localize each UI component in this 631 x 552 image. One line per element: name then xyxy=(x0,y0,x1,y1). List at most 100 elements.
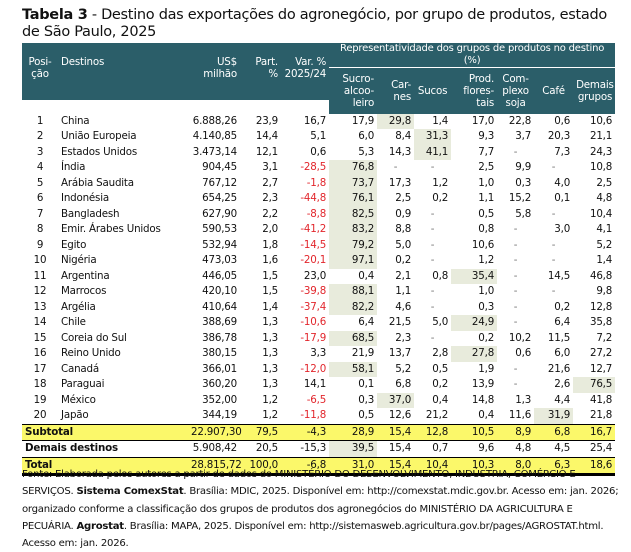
destination-cell: Coreia do Sul xyxy=(61,331,127,344)
variation-cell: -8,8 xyxy=(306,207,327,220)
usd-million-cell: 590,53 xyxy=(202,223,237,236)
variation-cell: 14,1 xyxy=(303,378,327,391)
position-cell: 20 xyxy=(33,409,47,422)
destination-cell: Argélia xyxy=(61,300,96,313)
prod-florestais-cell: 10,5 xyxy=(451,423,498,441)
sucos-cell: - xyxy=(430,207,435,220)
complexo-soja-cell: 15,2 xyxy=(508,192,532,205)
sucos-cell: - xyxy=(430,331,435,344)
complexo-soja-cell: - xyxy=(513,223,518,236)
share-cell: 1,5 xyxy=(262,269,278,282)
prod-florestais-cell: 9,6 xyxy=(478,442,495,455)
position-cell: 5 xyxy=(36,176,44,189)
column-header: Prod. flores- tais xyxy=(451,67,498,114)
share-cell: 1,5 xyxy=(262,285,278,298)
variation-cell: 5,1 xyxy=(310,130,327,143)
prod-florestais-cell: 1,2 xyxy=(478,254,495,267)
table-row: 12 Marrocos 420,10 1,5 -39,8 88,1 1,1 - 1,0 - - 9,8 xyxy=(22,284,615,300)
usd-million-cell: 352,00 xyxy=(202,393,237,406)
carnes-cell: 6,8 xyxy=(395,378,412,391)
sucroalcooleiro-cell: 76,8 xyxy=(329,160,378,176)
prod-florestais-cell: 10,3 xyxy=(451,456,498,476)
usd-million-cell: 5.908,42 xyxy=(192,442,237,455)
sucos-cell: 0,8 xyxy=(432,269,449,282)
complexo-soja-cell: 11,6 xyxy=(508,409,532,422)
sucroalcooleiro-cell: 31,0 xyxy=(329,456,378,476)
carnes-cell: 2,5 xyxy=(395,192,412,205)
demais-grupos-cell: 21,1 xyxy=(589,130,613,143)
variation-cell: -39,8 xyxy=(300,285,327,298)
prod-florestais-cell: 9,3 xyxy=(478,130,495,143)
usd-million-cell: 6.888,26 xyxy=(192,114,237,127)
sucroalcooleiro-cell: 21,9 xyxy=(351,347,375,360)
cafe-cell: 11,5 xyxy=(547,331,571,344)
share-cell: 1,2 xyxy=(262,393,278,406)
sucroalcooleiro-cell: 0,3 xyxy=(358,393,375,406)
complexo-soja-cell: - xyxy=(513,254,518,267)
table-row: 11 Argentina 446,05 1,5 23,0 0,4 2,1 0,8 35,4 - 14… xyxy=(22,268,615,284)
cafe-cell: - xyxy=(551,207,556,220)
complexo-soja-cell: 5,8 xyxy=(515,207,532,220)
variation-cell: -37,4 xyxy=(300,300,327,313)
share-cell: 1,3 xyxy=(262,362,278,375)
row-label: Total xyxy=(22,456,188,476)
destination-cell: Chile xyxy=(61,316,86,329)
source-text: Fonte: Elaborada pelos autores a partir … xyxy=(22,469,576,498)
cafe-cell: 4,5 xyxy=(554,442,571,455)
position-cell: 6 xyxy=(36,192,44,205)
destination-cell: União Europeia xyxy=(61,130,137,143)
destination-cell: Japão xyxy=(61,409,89,422)
table-row: 5 Arábia Saudita 767,12 2,7 -1,8 73,7 17,3 1,2 1… xyxy=(22,175,615,191)
sucos-cell: 0,2 xyxy=(432,378,449,391)
share-cell: 100,0 xyxy=(240,456,281,476)
variation-cell: 3,3 xyxy=(310,347,327,360)
source-text: . Brasília: MDIC, 2025. Disponível em: h… xyxy=(22,486,619,532)
position-cell: 12 xyxy=(33,285,47,298)
carnes-cell: 5,2 xyxy=(395,362,412,375)
position-cell: 16 xyxy=(33,347,47,360)
prod-florestais-cell: 10,6 xyxy=(471,238,495,251)
usd-million-cell: 386,78 xyxy=(202,331,237,344)
destination-cell: Egito xyxy=(61,238,87,251)
share-cell: 1,3 xyxy=(262,347,278,360)
destination-cell: Emir. Árabes Unidos xyxy=(61,223,161,236)
carnes-cell: 17,3 xyxy=(388,176,412,189)
usd-million-cell: 360,20 xyxy=(202,378,237,391)
column-header: Part. % xyxy=(240,53,281,100)
total-row: Total 28.815,72 100,0 -6,8 31,0 15,4 10,4 10,3 8… xyxy=(22,456,616,476)
complexo-soja-cell: 9,9 xyxy=(515,161,532,174)
table-caption: - Destino das exportações do agronegócio… xyxy=(22,7,607,40)
table-label: Tabela 3 xyxy=(22,7,88,23)
complexo-soja-cell: 0,3 xyxy=(515,176,532,189)
complexo-soja-cell: - xyxy=(513,362,518,375)
demais-grupos-cell: 21,8 xyxy=(589,409,613,422)
variation-cell: -28,5 xyxy=(300,161,327,174)
position-cell: 11 xyxy=(33,269,47,282)
column-header: US$ milhão xyxy=(188,53,240,100)
carnes-cell: 37,0 xyxy=(377,392,415,408)
destination-cell: Argentina xyxy=(61,269,110,282)
sucroalcooleiro-cell: 28,9 xyxy=(329,423,378,441)
carnes-cell: 0,9 xyxy=(395,207,412,220)
carnes-cell: 15,4 xyxy=(377,456,415,476)
prod-florestais-cell: 1,1 xyxy=(478,192,495,205)
usd-million-cell: 344,19 xyxy=(202,409,237,422)
sucos-cell: 0,7 xyxy=(432,442,449,455)
usd-million-cell: 532,94 xyxy=(202,238,237,251)
sucos-cell: 0,2 xyxy=(432,192,449,205)
position-cell: 1 xyxy=(36,114,44,127)
cafe-cell: 4,4 xyxy=(554,393,571,406)
carnes-cell: - xyxy=(393,161,398,174)
sucroalcooleiro-cell: 5,3 xyxy=(358,145,375,158)
sucos-cell: 21,2 xyxy=(425,409,449,422)
sucos-cell: - xyxy=(430,238,435,251)
share-cell: 20,5 xyxy=(255,442,278,455)
share-cell: 2,3 xyxy=(262,192,278,205)
table-row: 18 Paraguai 360,20 1,3 14,1 0,1 6,8 0,2 13,9 - 2,6… xyxy=(22,377,616,393)
carnes-cell: 8,8 xyxy=(395,223,412,236)
cafe-cell: 6,0 xyxy=(554,347,571,360)
column-header: Destinos xyxy=(58,53,188,100)
column-header: Sucos xyxy=(414,67,452,114)
destination-cell: Estados Unidos xyxy=(61,145,138,158)
column-header: Demais grupos xyxy=(573,67,616,114)
